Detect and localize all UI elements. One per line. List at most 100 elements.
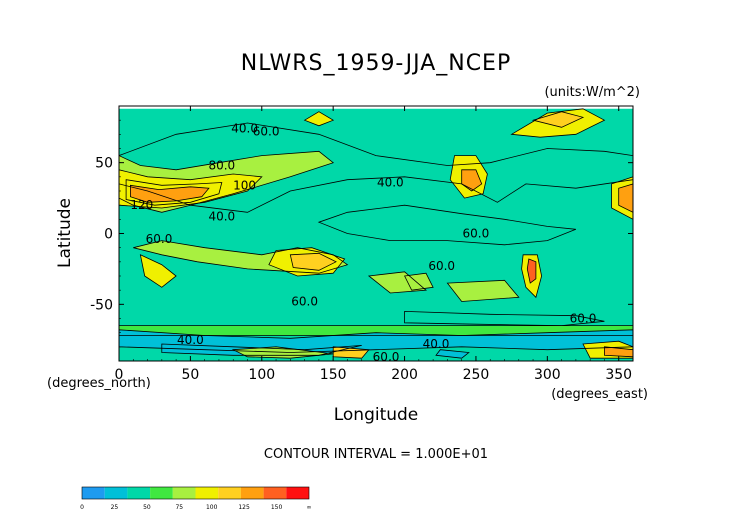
contour-line-28 [582, 340, 633, 359]
contour-line-1 [119, 122, 633, 213]
units-label: (units:W/m^2) [544, 85, 640, 100]
contour-line-2 [317, 204, 577, 246]
contour-line-19 [618, 183, 633, 213]
contour-line-5 [119, 169, 263, 209]
contour-label-0: 40.0 [231, 122, 258, 136]
colorbar: 0 25 50 75 100 125 150 ∞ [80, 486, 312, 511]
contour-line-10 [268, 247, 346, 277]
contour-label-11: 60.0 [570, 312, 597, 326]
contour-line-26 [231, 346, 334, 359]
heatmap-region-13 [461, 169, 482, 191]
contour-line-18 [611, 176, 633, 220]
contour-label-13: 40.0 [423, 337, 450, 351]
contour-line-31 [435, 349, 470, 359]
contour-label-4: 120 [130, 198, 153, 212]
colorbar-tick-2: 50 [143, 504, 151, 511]
heatmap-region-11 [290, 253, 336, 271]
contour-line-24 [119, 329, 633, 353]
heatmap-region-17 [533, 111, 583, 128]
colorbar-swatch-6 [218, 487, 241, 499]
colorbar-tick-6: 150 [271, 504, 283, 511]
colorbar-swatch-7 [240, 487, 264, 499]
colorbar-swatch-9 [286, 487, 310, 499]
colorbar-swatch-1 [104, 487, 128, 499]
x-tick-label-150: 150 [320, 367, 347, 383]
x-unit-label: (degrees_east) [551, 387, 648, 402]
x-tick-label-350: 350 [605, 367, 632, 383]
contour-line-3 [404, 310, 605, 327]
heatmap-region-9 [140, 254, 177, 288]
x-tick-label-0: 0 [115, 367, 124, 383]
contour-lines [119, 108, 633, 359]
contour-label-14: 60.0 [373, 350, 400, 364]
contour-line-22 [446, 279, 520, 302]
contour-interval-text: CONTOUR INTERVAL = 1.000E+01 [264, 447, 488, 462]
colorbar-swatch-2 [127, 487, 151, 499]
heatmap-fill [119, 108, 633, 361]
contour-line-17 [531, 111, 585, 128]
contour-line-23 [119, 325, 633, 336]
contour-label-6: 40.0 [377, 176, 404, 190]
heatmap-region-22 [447, 280, 519, 302]
contour-line-11 [289, 252, 337, 271]
heatmap-region-2 [318, 205, 576, 245]
contour-line-16 [510, 108, 606, 138]
colorbar-tick-3: 75 [175, 504, 183, 511]
contour-label-8: 60.0 [463, 227, 490, 241]
contour-line-12 [449, 155, 488, 199]
contour-label-12: 40.0 [177, 333, 204, 347]
contour-label-2: 80.0 [208, 159, 235, 173]
colorbar-swatch-3 [150, 487, 173, 499]
contour-label-7: 60.0 [146, 232, 173, 246]
colorbar-tick-4: 100 [206, 504, 218, 511]
colorbar-tick-1: 25 [111, 504, 119, 511]
contour-line-7 [129, 184, 210, 203]
colorbar-swatch-0 [82, 487, 105, 499]
y-axis: -50 0 50 [90, 105, 633, 362]
colorbar-tick-7: ∞ [307, 504, 312, 511]
colorbar-swatch-5 [195, 487, 219, 499]
y-tick-label-0: 0 [104, 227, 113, 243]
contour-line-14 [521, 254, 543, 299]
contour-label-3: 100 [233, 178, 256, 192]
colorbar-swatch-8 [263, 487, 287, 499]
contour-line-21 [403, 272, 434, 291]
y-tick-label--50: -50 [90, 297, 113, 313]
contour-line-13 [461, 169, 483, 192]
chart-title: NLWRS_1959-JJA_NCEP [241, 51, 511, 76]
contour-line-9 [139, 254, 177, 288]
y-axis-label: Latitude [55, 198, 75, 268]
contour-label-10: 60.0 [291, 295, 318, 309]
contour-label-5: 40.0 [208, 210, 235, 224]
x-axis: 0 50 100 150 200 250 300 350 [115, 106, 634, 383]
y-unit-label: (degrees_north) [47, 376, 151, 391]
heatmap-region-30 [304, 111, 334, 126]
x-tick-label-250: 250 [463, 367, 490, 383]
contour-label-1: 60.0 [253, 125, 280, 139]
x-tick-label-300: 300 [534, 367, 561, 383]
heatmap-region-15 [527, 259, 536, 284]
colorbar-frame [81, 486, 310, 500]
x-axis-label: Longitude [334, 405, 419, 425]
contour-line-29 [604, 346, 633, 358]
contour-line-15 [526, 258, 537, 284]
x-tick-label-200: 200 [391, 367, 418, 383]
heatmap-region-3 [404, 311, 605, 326]
x-tick-label-100: 100 [248, 367, 275, 383]
contour-line-25 [161, 343, 362, 356]
colorbar-swatch-4 [172, 487, 196, 499]
heatmap-region-19 [618, 183, 633, 213]
x-tick-label-50: 50 [181, 367, 199, 383]
contour-line-20 [367, 271, 427, 294]
y-tick-label-50: 50 [95, 156, 113, 172]
contour-line-8 [133, 240, 349, 274]
heatmap-region-23 [119, 325, 633, 336]
contour-line-30 [303, 111, 335, 127]
colorbar-tick-0: 0 [80, 504, 84, 511]
heatmap-region-7 [130, 185, 209, 203]
contour-line-6 [125, 179, 223, 206]
contour-line-27 [332, 346, 370, 359]
contour-label-9: 60.0 [428, 259, 455, 273]
